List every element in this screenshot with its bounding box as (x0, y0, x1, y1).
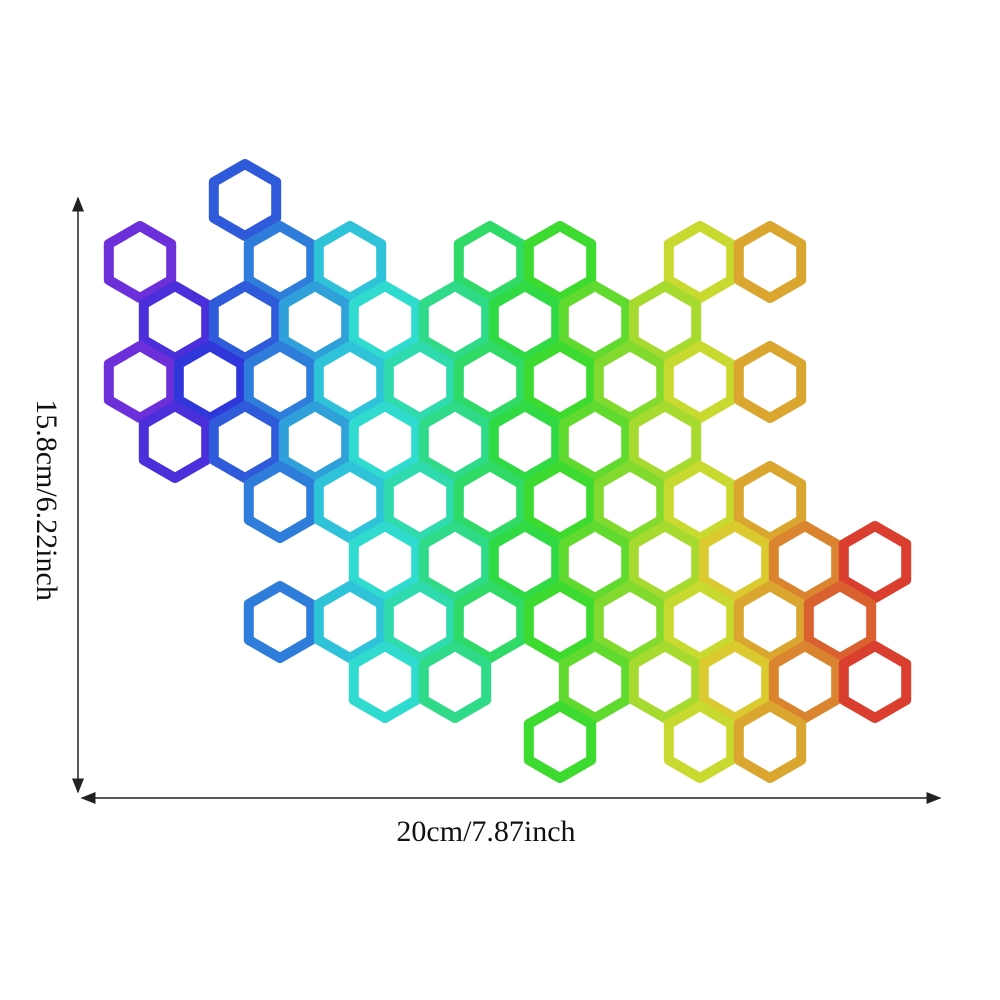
hexagon (663, 341, 737, 423)
hexagon-panel (103, 159, 912, 783)
hexagon (663, 221, 737, 303)
hexagon (558, 281, 632, 363)
hexagon (348, 401, 422, 483)
hexagon (208, 281, 282, 363)
hexagon (558, 641, 632, 723)
hexagon (313, 581, 387, 663)
hexagon (278, 281, 352, 363)
hexagon (453, 461, 527, 543)
hexagon (628, 401, 702, 483)
hexagon (523, 701, 597, 783)
hexagon (418, 521, 492, 603)
hexagon (418, 281, 492, 363)
hexagon (103, 221, 177, 303)
hexagon (803, 581, 877, 663)
hexagon (243, 221, 317, 303)
hexagon (838, 641, 912, 723)
hexagon (488, 521, 562, 603)
hexagon (348, 641, 422, 723)
height-label: 15.8cm/6.22inch (30, 399, 63, 601)
hexagon (488, 281, 562, 363)
hexagon (103, 341, 177, 423)
hexagon (733, 701, 807, 783)
hexagon (698, 641, 772, 723)
hexagon (838, 521, 912, 603)
hexagon (768, 641, 842, 723)
hexagon (733, 461, 807, 543)
hexagon (733, 221, 807, 303)
hexagon (313, 341, 387, 423)
hexagon (348, 281, 422, 363)
width-label: 20cm/7.87inch (396, 815, 575, 848)
hexagon (523, 461, 597, 543)
hexagon (663, 461, 737, 543)
hexagon (243, 461, 317, 543)
hexagon (348, 521, 422, 603)
hexagon (243, 581, 317, 663)
hexagon (663, 701, 737, 783)
hexagon (523, 581, 597, 663)
hexagon (313, 461, 387, 543)
hexagon (558, 521, 632, 603)
hexagon (208, 159, 282, 241)
hexagon (453, 221, 527, 303)
hexagon (383, 341, 457, 423)
hexagon (593, 581, 667, 663)
hexagon (138, 401, 212, 483)
hexagon (418, 401, 492, 483)
hexagon (628, 641, 702, 723)
hexagon (523, 221, 597, 303)
hexagon (523, 341, 597, 423)
hexagon (558, 401, 632, 483)
hexagon (593, 461, 667, 543)
hexagon (383, 581, 457, 663)
hexagon (733, 341, 807, 423)
hexagon (278, 401, 352, 483)
hexagon (488, 401, 562, 483)
hexagon (453, 581, 527, 663)
hexagon (418, 641, 492, 723)
hexagon (628, 281, 702, 363)
hexagon (453, 341, 527, 423)
hexagon (243, 341, 317, 423)
hexagon (208, 401, 282, 483)
hexagon (628, 521, 702, 603)
hexagon (383, 461, 457, 543)
hexagon (733, 581, 807, 663)
hexagon (593, 341, 667, 423)
hexagon (138, 281, 212, 363)
hexagon (173, 341, 247, 423)
hexagon (663, 581, 737, 663)
hexagon (698, 521, 772, 603)
hexagon (313, 221, 387, 303)
hexagon (768, 521, 842, 603)
